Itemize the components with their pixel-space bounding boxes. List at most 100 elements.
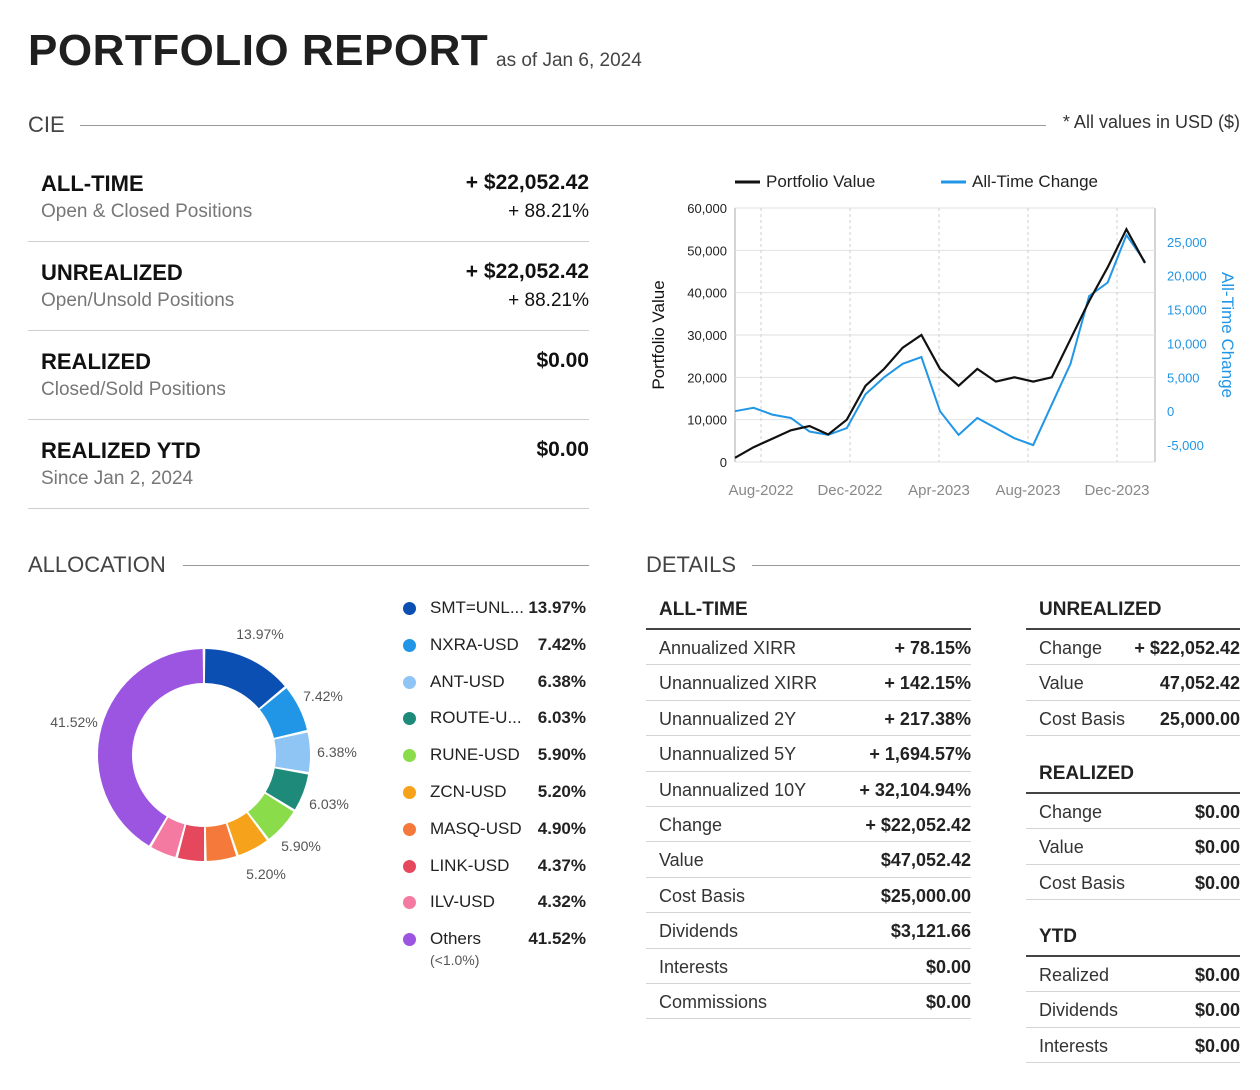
legend-name: SMT=UNL... bbox=[430, 598, 524, 617]
legend-label-change: All-Time Change bbox=[972, 172, 1098, 191]
donut-label: 5.90% bbox=[281, 838, 321, 854]
donut-label: 7.42% bbox=[303, 688, 343, 704]
legend-swatch bbox=[403, 675, 416, 689]
summary-realized-ytd: REALIZED YTD Since Jan 2, 2024 $0.00 bbox=[28, 420, 589, 509]
y-axis-label-left: Portfolio Value bbox=[649, 280, 668, 389]
x-tick: Aug-2022 bbox=[728, 482, 793, 499]
portfolio-chart-svg: 0 10,000 20,000 30,000 40,000 50,000 60,000 -5,… bbox=[649, 172, 1237, 499]
row-label: Unannualized 5Y bbox=[659, 744, 797, 765]
table-row: Cost Basis 25,000.00 bbox=[1026, 701, 1240, 737]
legend-swatch bbox=[403, 638, 416, 652]
legend-item: Others 41.52% (<1.0%) bbox=[400, 925, 590, 968]
y-tick-right: 20,000 bbox=[1167, 269, 1207, 284]
donut-slice bbox=[227, 812, 267, 856]
y-tick-left: 50,000 bbox=[687, 243, 727, 258]
table-row: Cost Basis $0.00 bbox=[1026, 865, 1240, 901]
legend-item: SMT=UNL... 13.97% bbox=[400, 594, 590, 631]
x-tick: Apr-2023 bbox=[908, 482, 970, 499]
row-value: + $22,052.42 bbox=[865, 814, 971, 835]
summary-value: + $22,052.42 bbox=[465, 260, 589, 283]
summary-sublabel: Open & Closed Positions bbox=[41, 201, 253, 222]
y-tick-right: -5,000 bbox=[1167, 438, 1204, 453]
legend-item: RUNE-USD 5.90% bbox=[400, 741, 590, 778]
x-tick: Dec-2023 bbox=[1084, 482, 1149, 499]
legend-label-portfolio: Portfolio Value bbox=[766, 172, 875, 191]
section-title-details: DETAILS bbox=[646, 552, 737, 577]
summary-all-time: ALL-TIME Open & Closed Positions + $22,0… bbox=[28, 153, 589, 242]
summary-sublabel: Since Jan 2, 2024 bbox=[41, 468, 194, 489]
details-unrealized-table: UNREALIZED Change + $22,052.42 Value 47,052… bbox=[1026, 594, 1240, 737]
row-label: Annualized XIRR bbox=[659, 638, 797, 658]
row-value: + 78.15% bbox=[894, 638, 971, 658]
table-row: Dividends $3,121.66 bbox=[646, 913, 971, 949]
row-value: + 142.15% bbox=[884, 673, 971, 694]
legend-percent: 4.32% bbox=[537, 892, 586, 912]
legend-name: RUNE-USD bbox=[430, 745, 520, 765]
donut-slice bbox=[204, 649, 285, 709]
legend-item: ROUTE-U... 6.03% bbox=[400, 704, 590, 741]
row-label: Unannualized XIRR bbox=[659, 673, 818, 694]
x-tick: Aug-2023 bbox=[995, 482, 1060, 499]
row-value: $0.00 bbox=[1194, 872, 1240, 893]
legend-swatch bbox=[403, 712, 416, 726]
summary-label: UNREALIZED bbox=[41, 260, 183, 285]
donut-label: 5.20% bbox=[246, 866, 286, 882]
y-tick-left: 30,000 bbox=[687, 328, 727, 343]
row-value: 25,000.00 bbox=[1159, 708, 1240, 729]
y-tick-left: 20,000 bbox=[687, 370, 727, 385]
y-tick-left: 0 bbox=[720, 455, 727, 470]
legend-name: ZCN-USD bbox=[430, 781, 507, 801]
row-value: $0.00 bbox=[1194, 1000, 1240, 1021]
legend-item: NXRA-USD 7.42% bbox=[400, 631, 590, 668]
y-axis-label-right: All-Time Change bbox=[1218, 272, 1237, 398]
row-value: $0.00 bbox=[1194, 802, 1240, 822]
legend-percent: 7.42% bbox=[537, 634, 586, 654]
table-row: Realized $0.00 bbox=[1026, 957, 1240, 993]
legend-swatch bbox=[403, 602, 416, 615]
row-label: Value bbox=[659, 850, 704, 871]
section-divider bbox=[183, 565, 589, 566]
y-tick-right: 5,000 bbox=[1167, 370, 1200, 385]
donut-label: 6.38% bbox=[317, 744, 357, 760]
donut-slice bbox=[177, 824, 205, 861]
legend-item: LINK-USD 4.37% bbox=[400, 852, 590, 889]
row-value: + 1,694.57% bbox=[869, 744, 971, 765]
y-tick-right: 15,000 bbox=[1167, 303, 1207, 318]
row-label: Change bbox=[1039, 802, 1103, 822]
table-row: Change + $22,052.42 bbox=[1026, 630, 1240, 666]
summary-value: + $22,052.42 bbox=[465, 171, 589, 194]
row-label: Interests bbox=[659, 956, 729, 977]
summary-unrealized: UNREALIZED Open/Unsold Positions + $22,0… bbox=[28, 242, 589, 331]
section-divider bbox=[80, 125, 1046, 126]
table-row: Unannualized 10Y + 32,104.94% bbox=[646, 772, 971, 807]
row-value: + 217.38% bbox=[884, 708, 971, 729]
row-label: Dividends bbox=[1039, 1000, 1119, 1021]
row-label: Interests bbox=[1039, 1035, 1109, 1056]
row-value: $25,000.00 bbox=[880, 885, 971, 906]
table-row: Change $0.00 bbox=[1026, 794, 1240, 830]
currency-note: * All values in USD ($) bbox=[1062, 112, 1240, 132]
y-tick-right: 25,000 bbox=[1167, 235, 1207, 250]
page-title: PORTFOLIO REPORT bbox=[28, 26, 489, 75]
summary-realized: REALIZED Closed/Sold Positions $0.00 bbox=[28, 331, 589, 420]
donut-slice bbox=[274, 732, 310, 773]
row-label: Cost Basis bbox=[1039, 708, 1126, 729]
table-row: Interests $0.00 bbox=[1026, 1028, 1240, 1064]
legend-item: ILV-USD 4.32% bbox=[400, 888, 590, 925]
row-value: $0.00 bbox=[1194, 837, 1240, 858]
legend-name: NXRA-USD bbox=[430, 634, 519, 654]
donut-slice bbox=[259, 688, 307, 738]
legend-swatch bbox=[403, 896, 416, 910]
table-row: Cost Basis $25,000.00 bbox=[646, 878, 971, 914]
table-row: Commissions $0.00 bbox=[646, 984, 971, 1020]
donut-slice bbox=[97, 649, 204, 846]
legend-swatch bbox=[403, 785, 416, 799]
legend-name: ROUTE-U... bbox=[430, 708, 522, 728]
row-value: $0.00 bbox=[925, 956, 971, 977]
y-tick-right: 0 bbox=[1167, 404, 1174, 419]
legend-item: ZCN-USD 5.20% bbox=[400, 778, 590, 815]
row-label: Realized bbox=[1039, 965, 1110, 985]
legend-swatch bbox=[403, 822, 416, 836]
section-divider bbox=[752, 565, 1240, 566]
table-row: Annualized XIRR + 78.15% bbox=[646, 630, 971, 666]
